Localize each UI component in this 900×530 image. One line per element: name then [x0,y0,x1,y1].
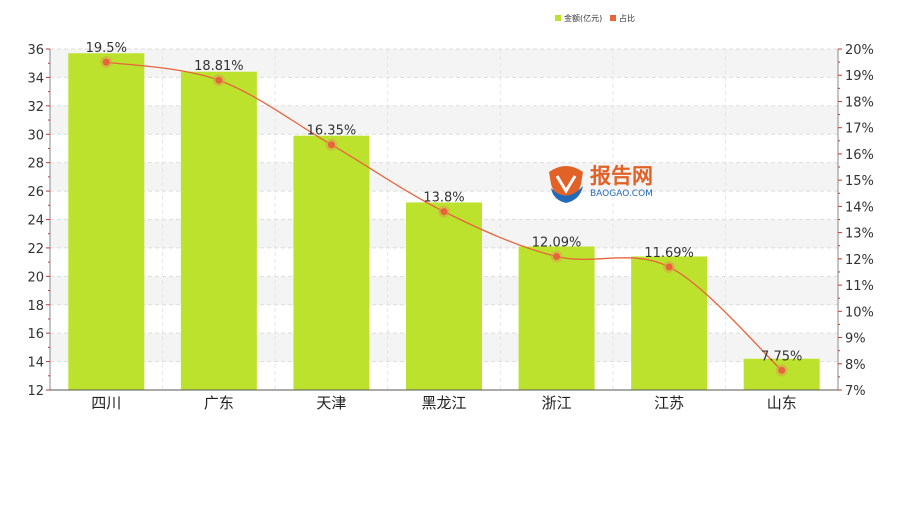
logo-text-cn: 报告网 [590,164,653,188]
y-left-tick-label: 22 [27,242,44,257]
y-right-tick-label: 20% [845,43,874,58]
ratio-point-2 [327,141,335,149]
bar-5 [631,256,708,390]
category-label: 天津 [316,394,346,412]
y-left-tick-label: 16 [27,327,44,342]
legend-swatch-amount [555,15,561,21]
grid-band [50,162,838,192]
ratio-data-label: 11.69% [644,246,694,261]
y-right-tick-label: 16% [845,148,874,163]
y-left-tick-label: 36 [27,43,44,58]
y-left-tick-label: 20 [27,270,44,285]
category-label: 江苏 [654,394,684,412]
ratio-data-label: 12.09% [532,235,582,250]
ratio-point-1 [215,76,223,84]
y-left-tick-label: 30 [27,128,44,143]
bar-series [68,53,820,390]
bar-1 [180,71,257,390]
category-label: 浙江 [542,394,572,412]
y-right-tick-label: 12% [845,253,874,268]
bar-4 [518,246,595,390]
line-series [100,56,788,377]
logo-text-en: BAOGAO.COM [590,189,653,199]
y-right-tick-label: 13% [845,227,874,242]
ratio-data-label: 16.35% [307,124,357,139]
y-left-tick-label: 18 [27,299,44,314]
y-right-tick-label: 18% [845,95,874,110]
ratio-point-5 [665,263,673,271]
y-left-tick-label: 12 [27,384,44,399]
grid-band [50,105,838,135]
y-right-tick-label: 11% [845,279,874,294]
y-right-tick-label: 19% [845,69,874,84]
y-right-tick-label: 14% [845,200,874,215]
y-left-tick-label: 28 [27,157,44,172]
axes: 12 14 16 18 20 22 24 26 28 30 32 34 36 7% 8% 9% 10% 11% 12… [27,43,873,412]
y-right-tick-label: 7% [845,384,866,399]
ratio-data-label: 18.81% [194,59,244,74]
y-right-tick-label: 17% [845,122,874,137]
ratio-point-6 [778,366,786,374]
y-right-tick-label: 15% [845,174,874,189]
legend-swatch-ratio [610,15,616,21]
legend-label-amount: 金额(亿元) [564,13,602,23]
logo-shield-icon [549,166,583,201]
legend: 金额(亿元) 占比 [555,13,635,23]
category-label: 四川 [91,394,121,412]
y-left-tick-label: 34 [27,71,44,86]
y-right-tick-label: 8% [845,358,866,373]
category-label: 黑龙江 [421,394,466,412]
logo-v-icon [555,175,577,194]
ratio-data-label: 13.8% [423,191,464,206]
y-left-tick-label: 26 [27,185,44,200]
grid-band [50,49,838,78]
y-right-tick-label: 9% [845,332,866,347]
y-left-tick-label: 14 [27,356,44,371]
ratio-point-0 [102,58,110,66]
ratio-data-label: 19.5% [86,41,127,56]
category-label: 山东 [767,394,797,412]
category-label: 广东 [204,394,234,412]
y-left-tick-label: 24 [27,214,44,229]
data-labels: 19.5% 18.81% 16.35% 13.8% 12.09% 11.69% 7.75% [86,41,803,364]
ratio-point-4 [553,252,561,260]
watermark-logo: 报告网 BAOGAO.COM [549,164,653,203]
bar-3 [406,202,482,390]
y-left-tick-label: 32 [27,100,44,115]
y-right-tick-label: 10% [845,305,874,320]
bar-0 [68,53,145,390]
ratio-point-3 [440,208,448,216]
legend-label-ratio: 占比 [619,13,635,23]
ratio-data-label: 7.75% [761,349,802,364]
logo-swoosh-icon [551,186,583,203]
bar-2 [293,135,370,390]
